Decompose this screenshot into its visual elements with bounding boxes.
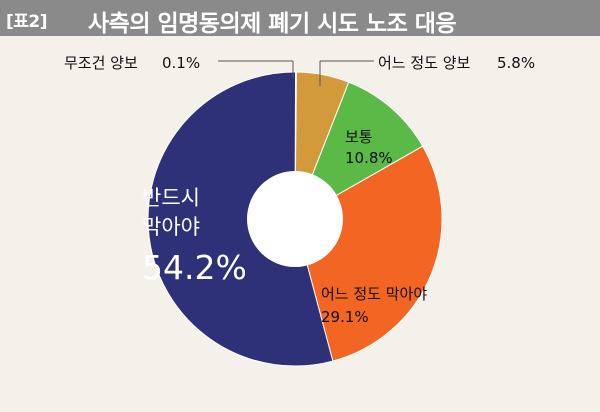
label-must-block-line1: 반드시 — [142, 186, 200, 210]
donut-chart: 무조건 양보 0.1% 어느 정도 양보 5.8% 보통 10.8% 어느 정도… — [64, 54, 535, 367]
label-concede: 무조건 양보 — [64, 54, 138, 72]
table-tag: [표2] — [6, 12, 48, 32]
value-somewhat-block: 29.1% — [321, 308, 369, 326]
chart-title: 사측의 임명동의제 폐기 시도 노조 대응 — [88, 11, 457, 37]
label-somewhat-block: 어느 정도 막아야 — [321, 285, 427, 303]
label-somewhat-concede: 어느 정도 양보 — [378, 54, 471, 72]
slice-must-block — [147, 71, 334, 367]
value-somewhat-concede: 5.8% — [497, 54, 535, 72]
chart-area: 무조건 양보 0.1% 어느 정도 양보 5.8% 보통 10.8% 어느 정도… — [0, 36, 600, 412]
value-concede: 0.1% — [162, 54, 200, 72]
value-must-block: 54.2% — [142, 248, 247, 287]
value-neutral: 10.8% — [345, 149, 393, 167]
donut-hole — [247, 171, 343, 267]
label-neutral: 보통 — [345, 128, 373, 146]
title-bar: [표2] 사측의 임명동의제 폐기 시도 노조 대응 — [0, 0, 600, 37]
label-must-block-line2: 막아야 — [142, 215, 200, 239]
